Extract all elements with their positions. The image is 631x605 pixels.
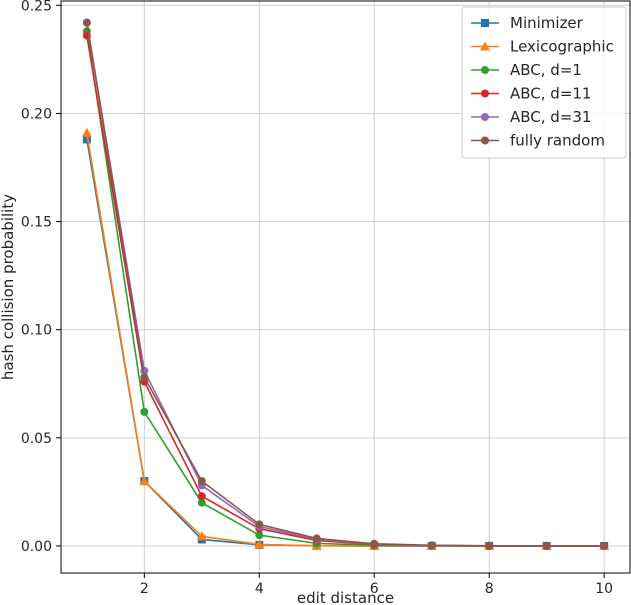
legend-label: Lexicographic: [510, 38, 614, 56]
legend-label: ABC, d=31: [510, 108, 591, 126]
x-tick-label: 8: [485, 581, 494, 597]
data-point: [312, 534, 321, 543]
legend-entry: ABC, d=1: [471, 61, 582, 79]
series-layer: [81, 18, 610, 550]
data-point: [82, 18, 91, 27]
legend-entry: ABC, d=11: [471, 85, 591, 103]
plot-frame: [60, 0, 631, 574]
legend-entry: ABC, d=31: [471, 108, 591, 126]
data-point: [81, 127, 92, 137]
legend-label: ABC, d=11: [510, 85, 591, 103]
legend-entry: Minimizer: [471, 14, 584, 32]
data-point: [82, 135, 91, 144]
legend-entry: fully random: [471, 132, 605, 150]
legend-marker: [481, 19, 489, 27]
data-point: [427, 541, 436, 550]
y-tick-label: 0.10: [21, 323, 52, 339]
data-point: [140, 407, 149, 416]
data-point: [197, 477, 206, 486]
series-line: [86, 22, 605, 547]
data-point: [197, 498, 206, 507]
axis-ticks: 2 4 6 8 10 0.00 0.05 0.10 0.15 0.20 0.25: [21, 0, 613, 597]
data-point: [542, 541, 551, 550]
y-tick-label: 0.25: [21, 0, 52, 14]
series-fully-random: [82, 18, 609, 550]
data-point: [600, 541, 609, 550]
legend-label: ABC, d=1: [510, 61, 582, 79]
legend-label: fully random: [510, 132, 605, 150]
x-tick-label: 2: [140, 581, 149, 597]
legend-marker: [480, 41, 490, 51]
y-tick-label: 0.05: [21, 431, 52, 447]
legend-entry: Lexicographic: [471, 38, 614, 56]
legend-marker: [481, 66, 489, 74]
legend-marker: [481, 89, 489, 98]
data-point: [370, 539, 379, 548]
data-point: [196, 531, 207, 541]
data-point: [197, 492, 206, 501]
x-axis-label: edit distance: [297, 589, 394, 605]
data-point: [255, 520, 264, 529]
legend: Minimizer Lexicographic ABC, d=1 ABC, d=11 A…: [461, 6, 627, 159]
data-point: [254, 539, 265, 549]
x-tick-label: 4: [255, 581, 264, 597]
legend-label: Minimizer: [510, 14, 584, 32]
data-point: [139, 476, 150, 486]
data-point: [140, 373, 149, 382]
data-point: [255, 531, 264, 540]
y-axis-label: hash collision probability: [0, 194, 17, 380]
data-point: [485, 541, 494, 550]
legend-box: [461, 6, 627, 159]
legend-marker: [481, 136, 489, 145]
y-tick-label: 0.00: [21, 539, 52, 555]
y-tick-label: 0.20: [21, 106, 52, 122]
x-tick-label: 6: [370, 581, 379, 597]
y-tick-label: 0.15: [21, 215, 52, 231]
x-tick-label: 10: [595, 581, 613, 597]
legend-marker: [481, 113, 489, 121]
